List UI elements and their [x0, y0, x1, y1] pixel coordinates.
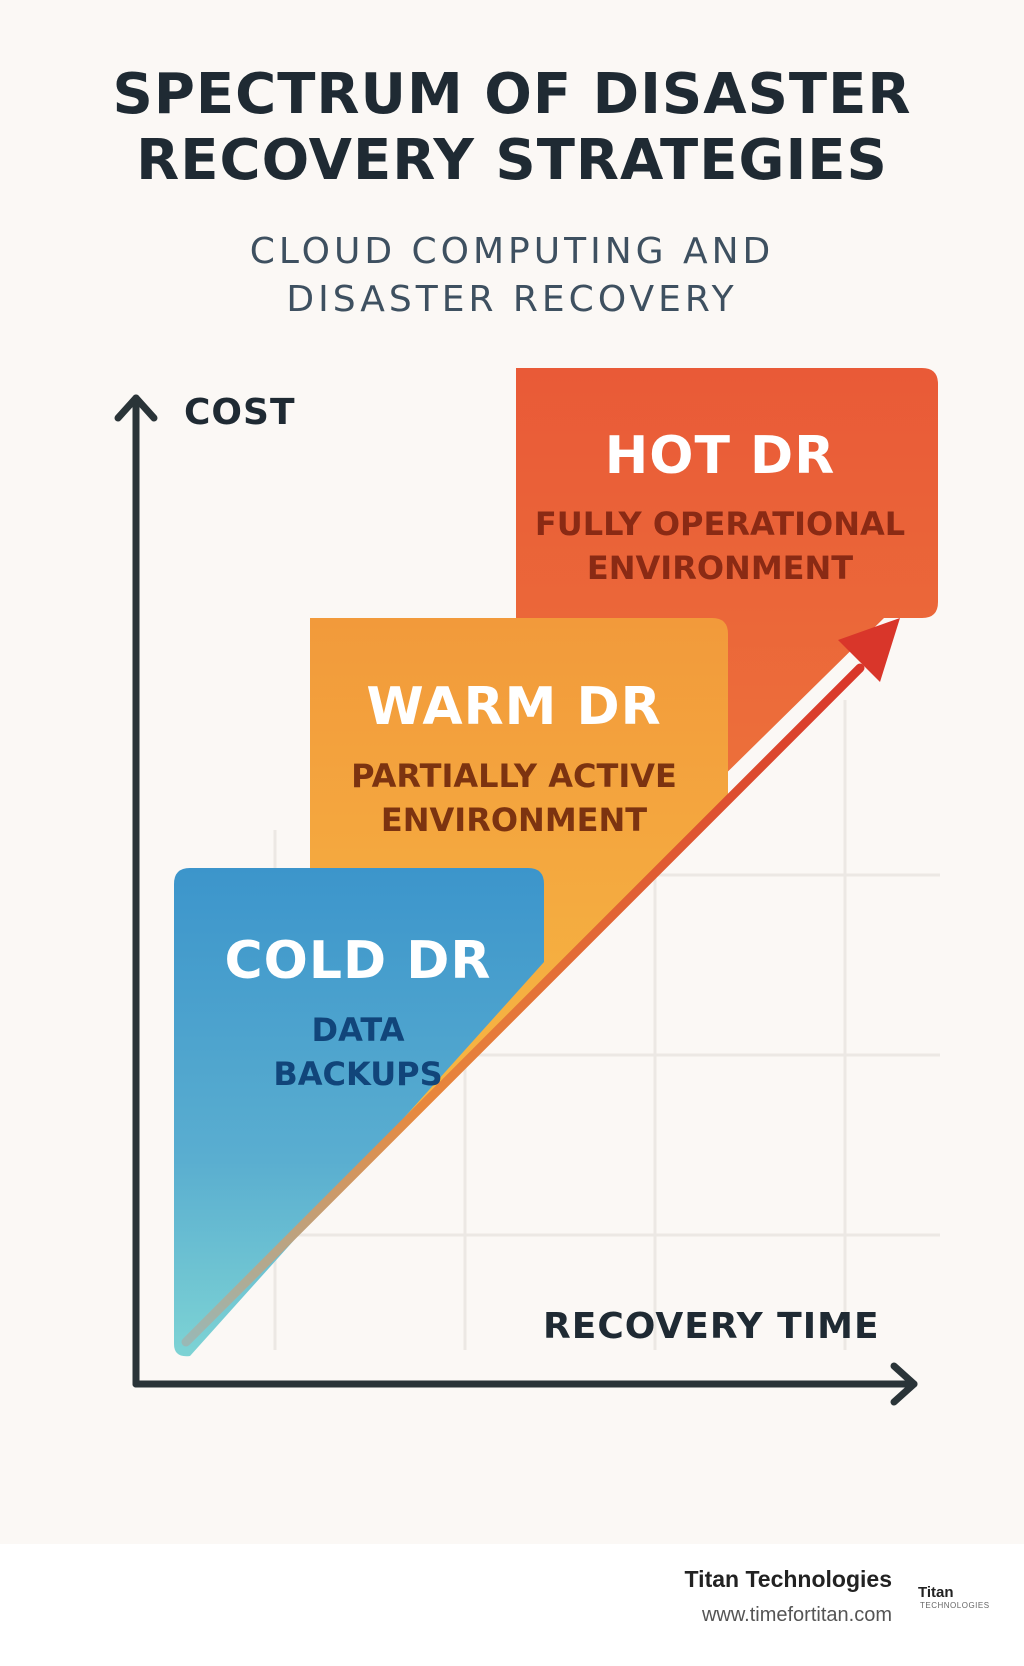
logo-main-text: Titan — [918, 1584, 954, 1601]
cold-dr-description-line-1: DATA — [311, 1011, 405, 1049]
x-axis-label: RECOVERY TIME — [543, 1306, 880, 1347]
warm-dr-title: WARM DR — [366, 677, 662, 737]
footer-company-name: Titan Technologies — [684, 1566, 892, 1592]
cold-dr-description-line-2: BACKUPS — [273, 1055, 443, 1093]
y-axis-arrowhead — [114, 394, 158, 422]
subtitle-line-1: CLOUD COMPUTING AND — [249, 231, 775, 272]
titan-logo: Titan TECHNOLOGIES — [918, 1584, 1008, 1624]
title-line-1: SPECTRUM OF DISASTER — [112, 62, 912, 127]
footer-url: www.timefortitan.com — [701, 1604, 892, 1626]
warm-dr-description-line-1: PARTIALLY ACTIVE — [351, 757, 677, 795]
dr-spectrum-diagram — [114, 368, 940, 1406]
warm-dr-description: PARTIALLY ACTIVE ENVIRONMENT — [294, 754, 734, 842]
page-title: SPECTRUM OF DISASTER RECOVERY STRATEGIES — [0, 62, 1024, 194]
cold-dr-description: DATA BACKUPS — [172, 1008, 544, 1096]
subtitle-line-2: DISASTER RECOVERY — [286, 279, 738, 320]
logo-sub-text: TECHNOLOGIES — [920, 1601, 990, 1610]
trend-arrow — [181, 618, 900, 1347]
y-axis-label: COST — [184, 392, 296, 433]
hot-dr-title: HOT DR — [604, 426, 836, 486]
x-axis-arrowhead — [890, 1362, 918, 1406]
cold-dr-card — [174, 868, 544, 1357]
title-line-2: RECOVERY STRATEGIES — [136, 128, 888, 193]
hot-dr-description-line-1: FULLY OPERATIONAL — [534, 505, 906, 543]
hot-dr-description-line-2: ENVIRONMENT — [586, 549, 854, 587]
page-subtitle: CLOUD COMPUTING AND DISASTER RECOVERY — [0, 228, 1024, 324]
warm-dr-description-line-2: ENVIRONMENT — [380, 801, 648, 839]
cold-dr-title: COLD DR — [224, 931, 492, 991]
trend-arrowhead — [838, 618, 900, 682]
axes — [114, 394, 918, 1406]
hot-dr-description: FULLY OPERATIONAL ENVIRONMENT — [500, 502, 940, 590]
